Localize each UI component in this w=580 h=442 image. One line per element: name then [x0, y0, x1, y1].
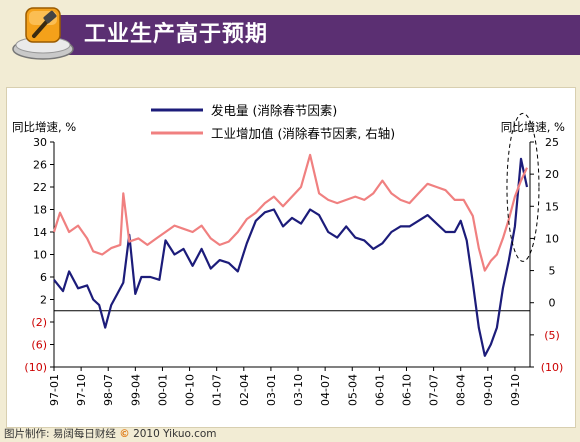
- left-tick-label: 26: [33, 159, 47, 172]
- x-tick-label: 07-07: [428, 374, 441, 406]
- right-tick-label: 25: [545, 136, 559, 149]
- right-tick-label: 20: [545, 168, 559, 181]
- left-tick-label: (10): [24, 361, 47, 374]
- x-tick-label: 02-04: [238, 374, 251, 406]
- left-tick-label: 30: [33, 136, 47, 149]
- x-tick-label: 00-10: [184, 374, 197, 406]
- right-tick-label: 5: [549, 265, 556, 278]
- right-tick-label: (10): [541, 361, 564, 374]
- source-suffix: 2010 Yikuo.com: [133, 428, 217, 440]
- footer-credit: 图片制作: 易阔每日财经 © 2010 Yikuo.com: [4, 428, 217, 441]
- right-tick-label: 0: [549, 297, 556, 310]
- x-tick-label: 08-04: [455, 374, 468, 406]
- hammer-emblem-icon: [12, 7, 74, 60]
- header-banner: 工业生产高于预期: [0, 0, 580, 64]
- line-chart: 30 26 22 18 14 10 6 2 (2) (6) (10) 同比增速, % 25 20 15 10…: [12, 103, 565, 406]
- left-tick-label: 18: [33, 204, 47, 217]
- x-tick-label: 99-04: [129, 374, 142, 406]
- left-tick-label: 6: [40, 271, 47, 284]
- right-tick-label: 10: [545, 232, 559, 245]
- legend-label-industry: 工业增加值 (消除春节因素, 右轴): [211, 126, 395, 141]
- chart-panel: 30 26 22 18 14 10 6 2 (2) (6) (10) 同比增速, % 25 20 15 10…: [6, 87, 576, 428]
- series-line-industry: [52, 153, 528, 272]
- series-line-electricity: [53, 157, 529, 357]
- x-tick-label: 97-10: [75, 374, 88, 406]
- x-tick-label: 06-10: [400, 374, 413, 406]
- left-tick-label: (6): [31, 339, 47, 352]
- left-axis-label: 同比增速, %: [12, 120, 76, 134]
- left-tick-label: (2): [31, 316, 47, 329]
- x-tick-label: 00-01: [156, 374, 169, 406]
- x-tick-label: 03-01: [265, 374, 278, 406]
- left-tick-label: 14: [33, 226, 47, 239]
- right-tick-label: (5): [544, 329, 560, 342]
- x-tick-label: 97-01: [48, 374, 61, 406]
- legend-label-electricity: 发电量 (消除春节因素): [211, 103, 337, 118]
- left-tick-label: 10: [33, 249, 47, 262]
- x-tick-label: 09-10: [509, 374, 522, 406]
- source-prefix: 图片制作: 易阔每日财经: [4, 428, 116, 440]
- left-tick-label: 2: [40, 294, 47, 307]
- x-tick-label: 01-07: [211, 374, 224, 406]
- right-axis-label: 同比增速, %: [501, 120, 565, 134]
- x-tick-label: 04-07: [319, 374, 332, 406]
- x-tick-label: 06-01: [373, 374, 386, 406]
- x-tick-label: 98-07: [102, 374, 115, 406]
- left-tick-label: 22: [33, 181, 47, 194]
- copyright-icon: ©: [119, 428, 130, 440]
- x-tick-label: 09-01: [482, 374, 495, 406]
- highlight-ellipse: [506, 112, 540, 262]
- page-title: 工业生产高于预期: [84, 22, 269, 47]
- title-bar: 工业生产高于预期: [36, 15, 580, 55]
- x-tick-label: 03-10: [292, 374, 305, 406]
- right-tick-label: 15: [545, 200, 559, 213]
- x-tick-label: 05-04: [346, 374, 359, 406]
